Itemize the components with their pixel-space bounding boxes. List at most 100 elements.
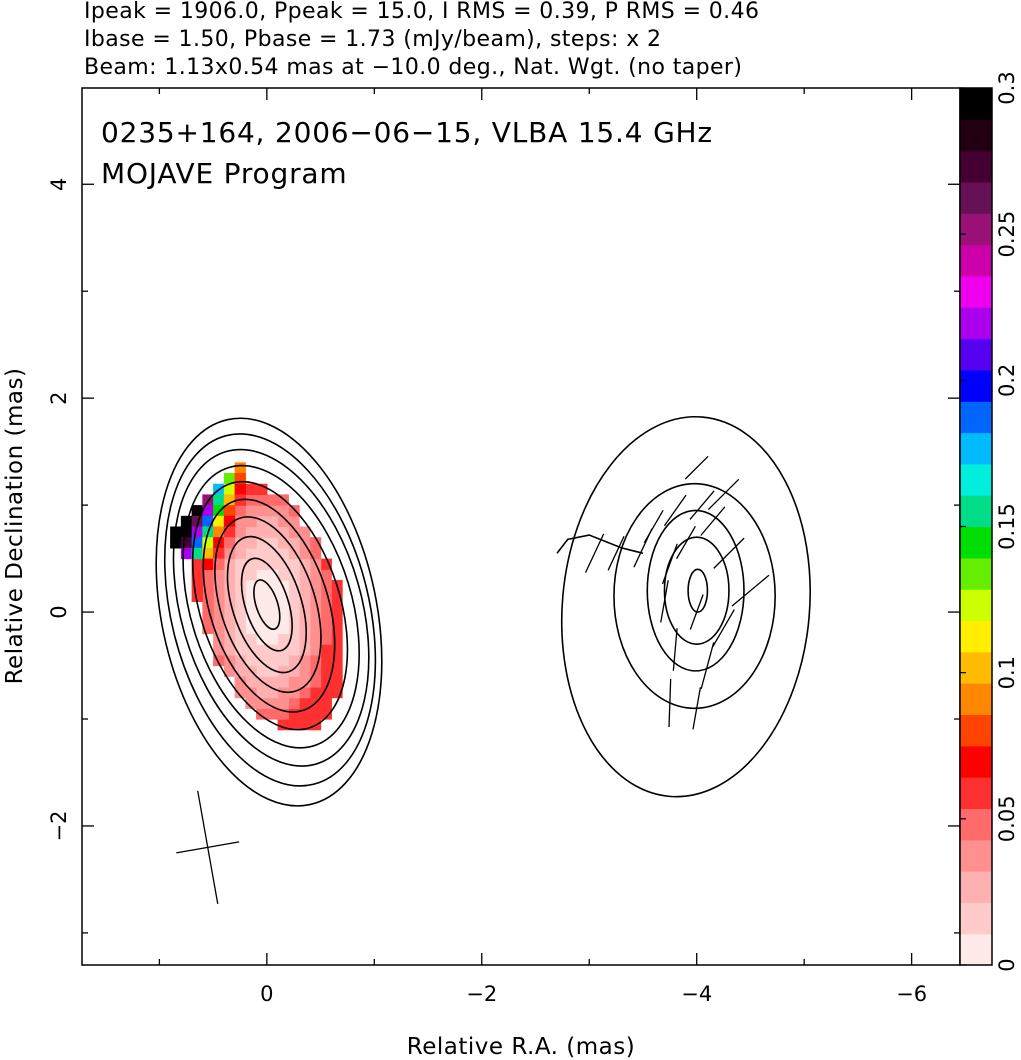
pol-pixel — [256, 558, 268, 570]
pol-pixel — [202, 537, 214, 549]
core-contour — [163, 433, 377, 787]
pol-pixel — [213, 494, 225, 506]
pol-pixel — [299, 558, 311, 570]
evpa-vector — [643, 509, 664, 544]
pol-pixel — [191, 526, 203, 538]
pol-pixel — [277, 515, 289, 528]
pol-pixel — [277, 537, 289, 549]
pol-pixel — [245, 622, 257, 635]
pol-pixel — [234, 505, 246, 517]
pol-pixel — [288, 686, 300, 699]
pol-pixel — [331, 590, 343, 602]
evpa-vector — [607, 535, 625, 571]
pol-pixel — [277, 558, 289, 570]
colorbar-tick-label: 0.2 — [995, 364, 1019, 397]
colorbar: 0 0.05 0.1 0.15 0.2 0.25 0.3 — [959, 71, 1019, 972]
evpa-vector — [707, 478, 740, 511]
pol-pixel — [234, 462, 246, 474]
pol-pixel — [331, 644, 343, 656]
restoring-beam-layer — [176, 790, 240, 905]
pol-pixel — [234, 622, 246, 635]
colorbar-swatch — [960, 683, 992, 716]
pol-pixel — [320, 622, 332, 635]
core-contour — [253, 579, 281, 631]
pol-pixel — [331, 686, 343, 699]
pol-pixel — [288, 719, 300, 731]
pol-pixel — [277, 676, 289, 688]
pol-pixel — [299, 601, 311, 613]
pol-pixel — [223, 515, 236, 528]
pol-pixel — [277, 547, 289, 560]
pol-pixel — [234, 473, 246, 485]
x-tick-label: −6 — [896, 982, 927, 1006]
colorbar-swatch — [960, 933, 992, 966]
pol-pixel — [245, 569, 257, 581]
pol-pixel — [256, 494, 268, 506]
pol-pixel — [299, 697, 311, 709]
colorbar-swatch — [960, 369, 992, 402]
pol-pixel — [213, 558, 225, 570]
pol-pixel — [288, 665, 300, 677]
colorbar-swatch — [960, 495, 992, 528]
pol-pixel — [223, 644, 236, 656]
pol-pixel — [223, 601, 236, 613]
pol-pixel — [309, 601, 322, 613]
beam-minor-axis — [176, 841, 240, 854]
colorbar-swatch — [960, 338, 992, 371]
pol-pixel — [309, 686, 322, 699]
pol-pixel — [277, 494, 289, 506]
pol-pixel — [180, 515, 193, 528]
evpa-vector — [672, 628, 678, 671]
evpa-vector — [731, 574, 770, 607]
core-contour — [182, 464, 360, 749]
colorbar-tick-label: 0 — [995, 958, 1019, 971]
pol-pixel — [331, 665, 343, 677]
evpa-vector — [700, 642, 715, 689]
pol-pixel — [191, 558, 203, 570]
pol-pixel — [213, 644, 225, 656]
pol-pixel — [245, 676, 257, 688]
colorbar-swatch — [960, 526, 992, 559]
pol-pixel — [266, 505, 279, 517]
x-tick-label: −2 — [466, 982, 497, 1006]
colorbar-swatch — [960, 651, 992, 684]
pol-pixel — [320, 633, 332, 645]
pol-pixel — [309, 654, 322, 667]
pol-pixel — [309, 612, 322, 624]
pol-pixel — [234, 665, 246, 677]
pol-pixel — [288, 708, 300, 720]
pol-pixel — [266, 494, 279, 506]
evpa-vector — [584, 533, 605, 573]
pol-pixel — [234, 537, 246, 549]
pol-pixel — [223, 579, 236, 592]
pol-pixel — [234, 676, 246, 688]
pol-pixel — [213, 547, 225, 560]
pol-pixel — [213, 505, 225, 517]
pol-pixel — [288, 547, 300, 560]
pol-pixel — [266, 569, 279, 581]
pol-pixel — [245, 483, 257, 496]
pol-pixel — [234, 547, 246, 560]
pol-pixel — [320, 601, 332, 613]
pol-pixel — [256, 612, 268, 624]
pol-pixel — [180, 547, 193, 560]
pol-pixel — [266, 708, 279, 720]
evpa-vector — [684, 455, 709, 480]
pol-pixel — [277, 569, 289, 581]
pol-pixel — [299, 633, 311, 645]
core-contour — [226, 535, 307, 674]
pol-pixel — [288, 537, 300, 549]
pol-pixel — [256, 665, 268, 677]
jet-contour — [560, 415, 811, 798]
pol-pixel — [234, 515, 246, 528]
pol-pixel — [256, 697, 268, 709]
pol-pixel — [202, 612, 214, 624]
y-tick-label: −2 — [47, 810, 71, 841]
colorbar-swatch — [960, 432, 992, 465]
evpa-vector — [689, 594, 704, 630]
pol-pixel — [245, 537, 257, 549]
pol-pixel — [309, 708, 322, 720]
colorbar-swatch — [960, 557, 992, 590]
pol-pixel — [320, 686, 332, 699]
pol-pixel — [223, 665, 236, 677]
